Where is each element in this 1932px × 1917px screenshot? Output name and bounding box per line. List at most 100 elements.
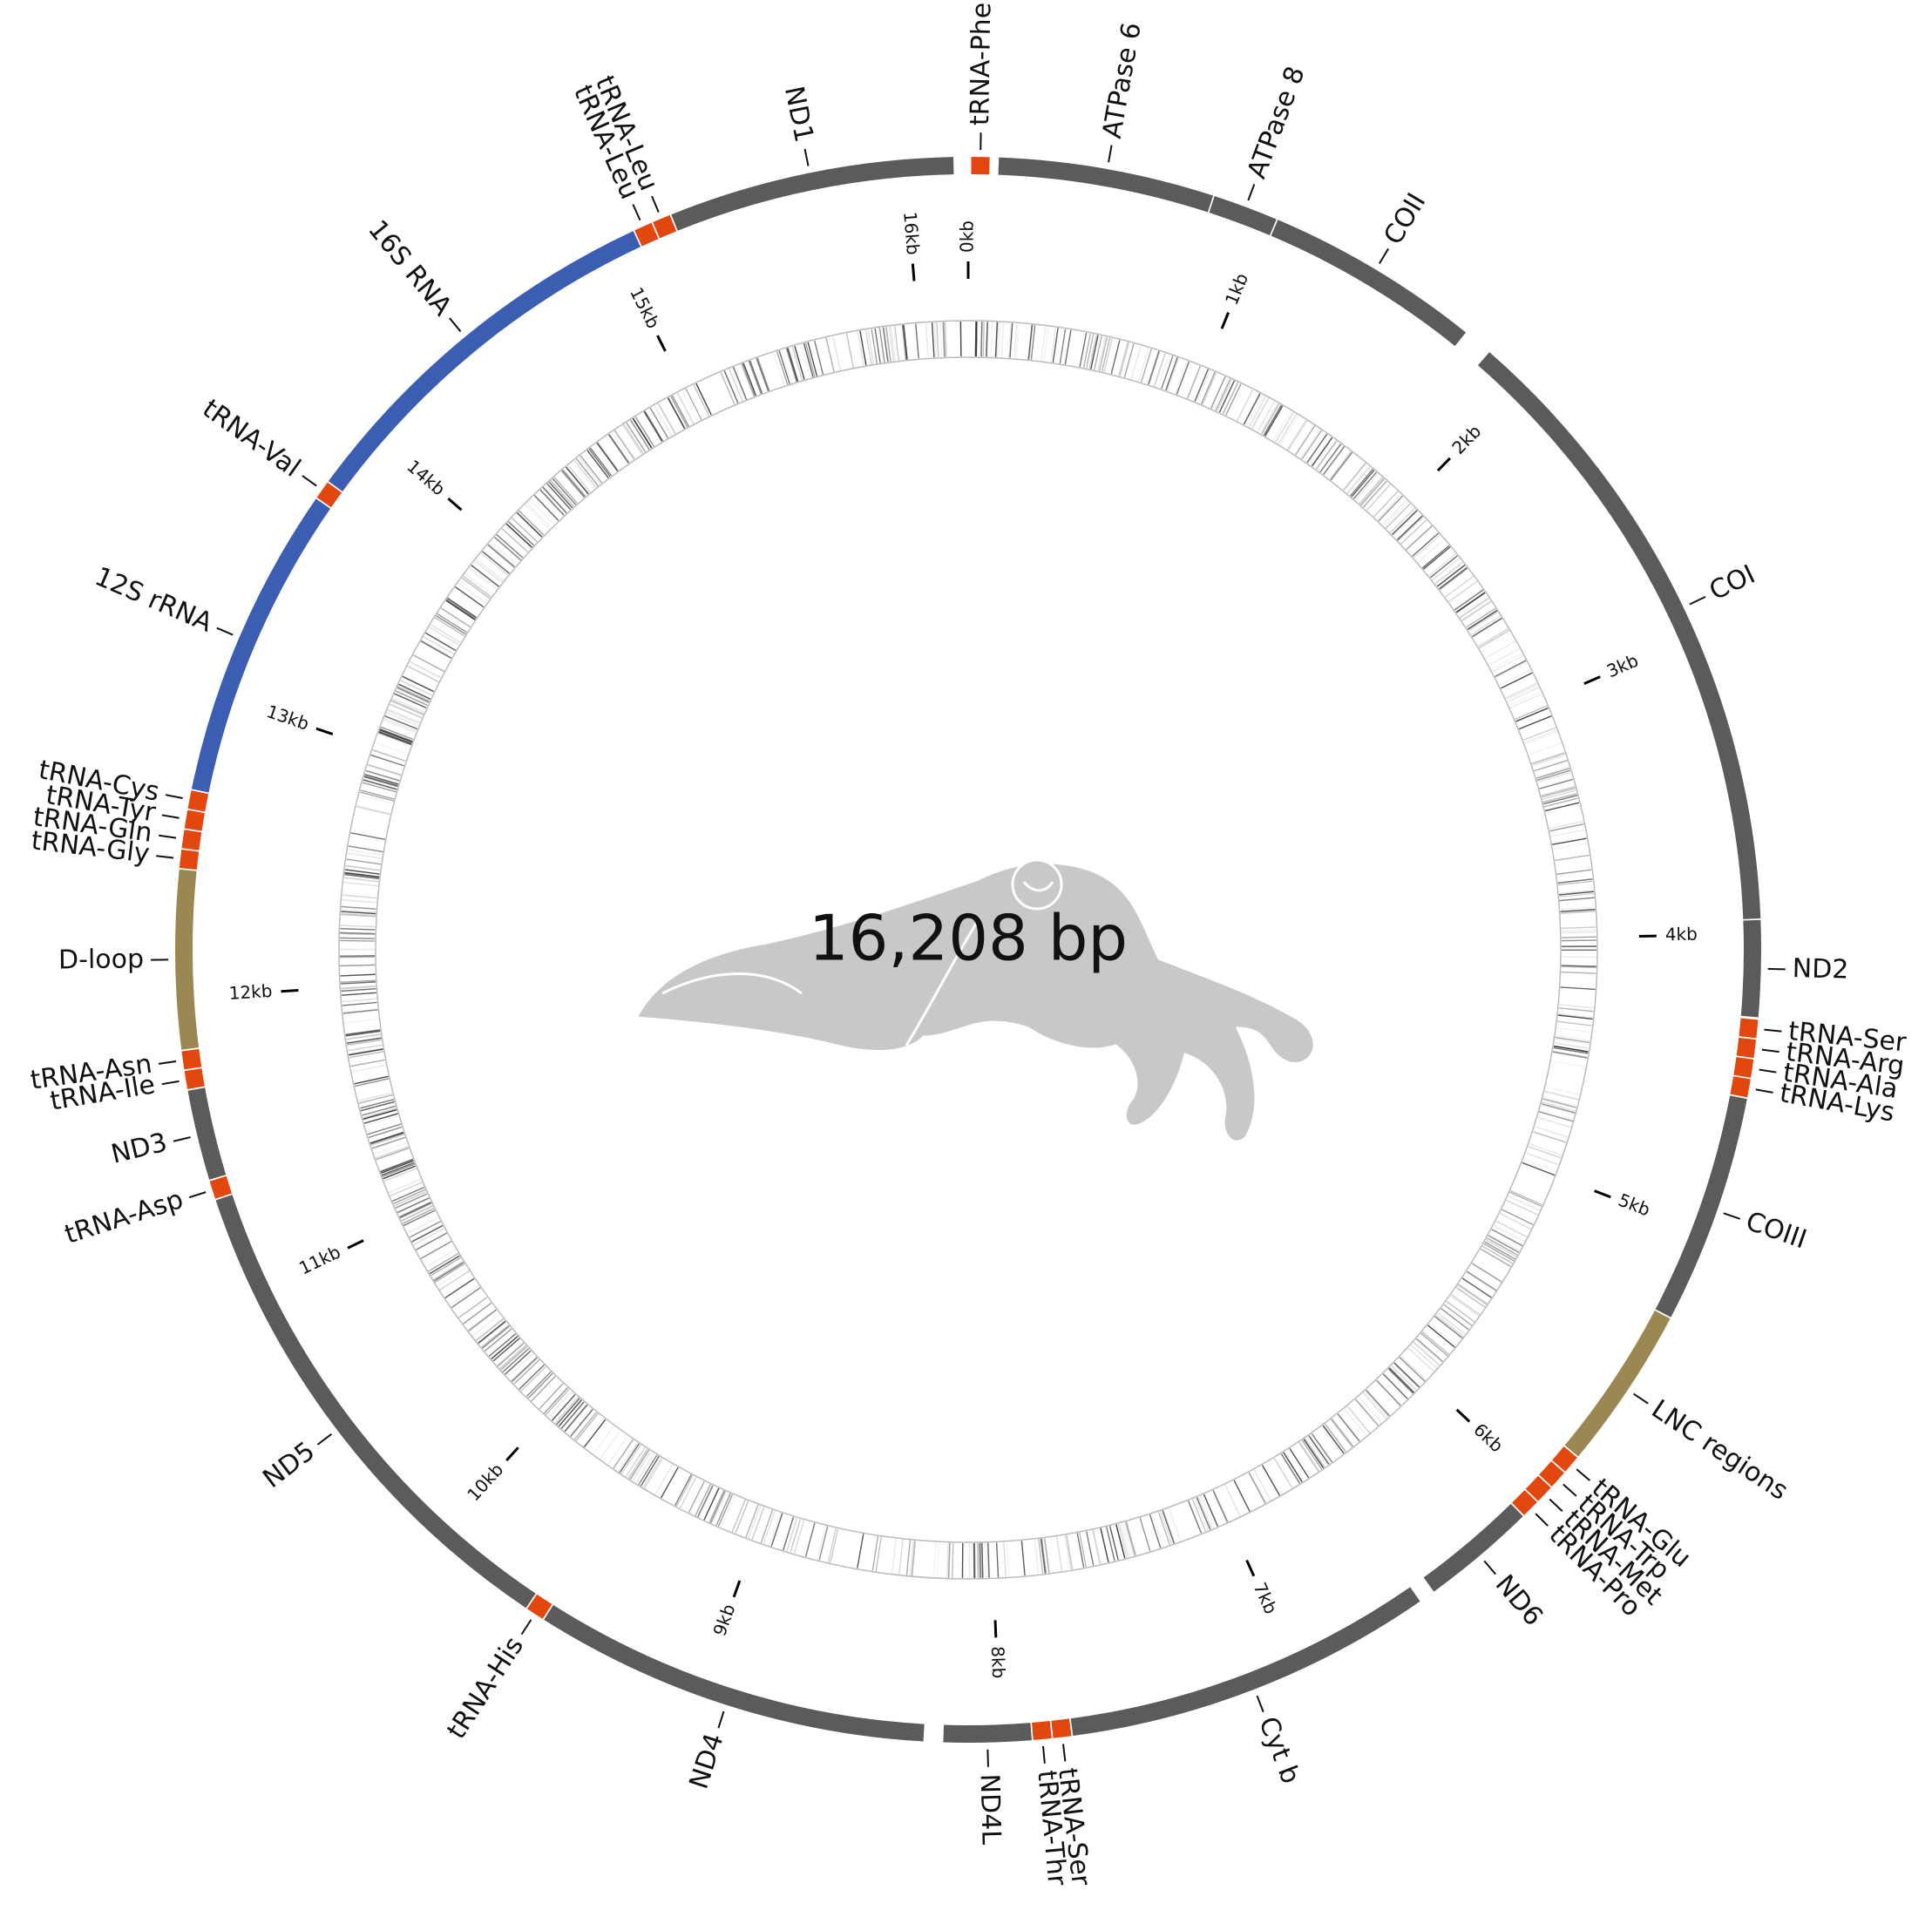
density-line bbox=[859, 330, 867, 366]
density-line bbox=[1492, 654, 1524, 673]
density-line bbox=[893, 325, 900, 361]
density-line bbox=[386, 712, 419, 727]
density-line bbox=[355, 1078, 390, 1087]
density-line bbox=[1397, 516, 1424, 542]
density-line bbox=[1257, 401, 1276, 432]
density-line bbox=[347, 852, 383, 859]
density-line bbox=[350, 1059, 385, 1067]
density-line bbox=[344, 872, 380, 878]
density-line bbox=[478, 1321, 507, 1345]
density-line bbox=[723, 370, 739, 403]
density-line bbox=[1491, 1229, 1523, 1247]
gene-label: COII bbox=[1378, 188, 1432, 250]
density-line bbox=[1539, 778, 1574, 789]
density-line bbox=[1387, 1368, 1414, 1394]
density-line bbox=[1542, 1098, 1577, 1108]
density-line bbox=[1545, 1086, 1580, 1096]
density-line bbox=[1200, 371, 1216, 405]
gene-arc bbox=[184, 1068, 205, 1090]
density-line bbox=[409, 1221, 441, 1238]
density-line bbox=[1311, 437, 1333, 467]
density-line bbox=[397, 685, 430, 701]
density-line bbox=[347, 1039, 382, 1046]
density-line bbox=[553, 477, 578, 505]
density-line bbox=[1261, 1465, 1280, 1496]
density-line bbox=[619, 1443, 641, 1473]
density-line bbox=[1322, 1425, 1345, 1454]
gene-label: LNC regions bbox=[1646, 1394, 1793, 1507]
density-line bbox=[358, 1092, 393, 1102]
density-line bbox=[982, 322, 985, 357]
density-line bbox=[397, 1198, 430, 1215]
density-line bbox=[711, 1491, 728, 1524]
density-line bbox=[396, 688, 429, 704]
density-line bbox=[516, 512, 542, 539]
density-line bbox=[507, 521, 535, 546]
density-line bbox=[421, 639, 452, 658]
density-line bbox=[618, 1442, 639, 1473]
density-line bbox=[668, 397, 686, 429]
density-line bbox=[1007, 322, 1012, 358]
density-line bbox=[980, 322, 983, 357]
gene-arc bbox=[1070, 1587, 1420, 1737]
density-line bbox=[1466, 1271, 1496, 1292]
density-line bbox=[1544, 802, 1580, 812]
density-line bbox=[1278, 413, 1298, 444]
density-line bbox=[1086, 334, 1095, 369]
density-line bbox=[363, 1113, 398, 1124]
density-line bbox=[1541, 1103, 1576, 1114]
density-line bbox=[420, 640, 451, 660]
density-line bbox=[567, 464, 592, 493]
density-line bbox=[1164, 356, 1178, 391]
density-line bbox=[365, 769, 400, 782]
density-line bbox=[499, 1345, 526, 1370]
density-line bbox=[341, 986, 376, 989]
density-line bbox=[1055, 1536, 1063, 1572]
leader-line bbox=[1041, 1745, 1046, 1764]
density-line bbox=[370, 754, 404, 767]
density-line bbox=[708, 1490, 725, 1523]
density-line bbox=[394, 1190, 427, 1207]
density-line bbox=[346, 858, 382, 865]
density-line bbox=[1188, 1500, 1203, 1534]
density-line bbox=[1536, 769, 1571, 782]
density-line bbox=[627, 1448, 648, 1480]
density-line bbox=[1552, 842, 1588, 850]
density-line bbox=[436, 614, 466, 635]
density-line bbox=[440, 607, 471, 628]
density-line bbox=[589, 447, 613, 477]
density-line bbox=[1559, 897, 1595, 902]
density-line bbox=[402, 1208, 435, 1224]
density-line bbox=[390, 703, 423, 719]
density-line bbox=[447, 597, 478, 619]
tick-mark bbox=[1583, 675, 1601, 685]
density-line bbox=[634, 417, 654, 447]
density-line bbox=[1554, 1042, 1590, 1049]
density-line bbox=[1481, 1245, 1514, 1264]
density-line bbox=[492, 1338, 520, 1362]
tick-label: 14kb bbox=[403, 456, 449, 500]
density-line bbox=[471, 565, 499, 587]
density-line bbox=[552, 478, 577, 505]
density-line bbox=[1495, 660, 1528, 679]
density-line bbox=[1151, 1514, 1164, 1548]
density-line bbox=[344, 873, 379, 880]
density-line bbox=[474, 560, 503, 584]
density-line bbox=[1149, 1514, 1162, 1548]
leader-line bbox=[1256, 1695, 1264, 1713]
density-line bbox=[429, 626, 460, 646]
density-line bbox=[1309, 1434, 1331, 1465]
leader-line bbox=[1723, 1212, 1741, 1220]
density-line bbox=[781, 349, 793, 383]
density-line bbox=[1096, 336, 1106, 371]
density-line bbox=[505, 523, 532, 548]
density-line bbox=[561, 1401, 586, 1430]
density-line bbox=[784, 348, 797, 383]
density-line bbox=[1364, 1391, 1389, 1418]
density-line bbox=[369, 1131, 404, 1144]
density-line bbox=[975, 322, 978, 357]
density-line bbox=[986, 322, 988, 357]
density-line bbox=[1013, 323, 1018, 359]
density-line bbox=[1212, 1489, 1229, 1522]
density-line bbox=[1052, 328, 1059, 363]
